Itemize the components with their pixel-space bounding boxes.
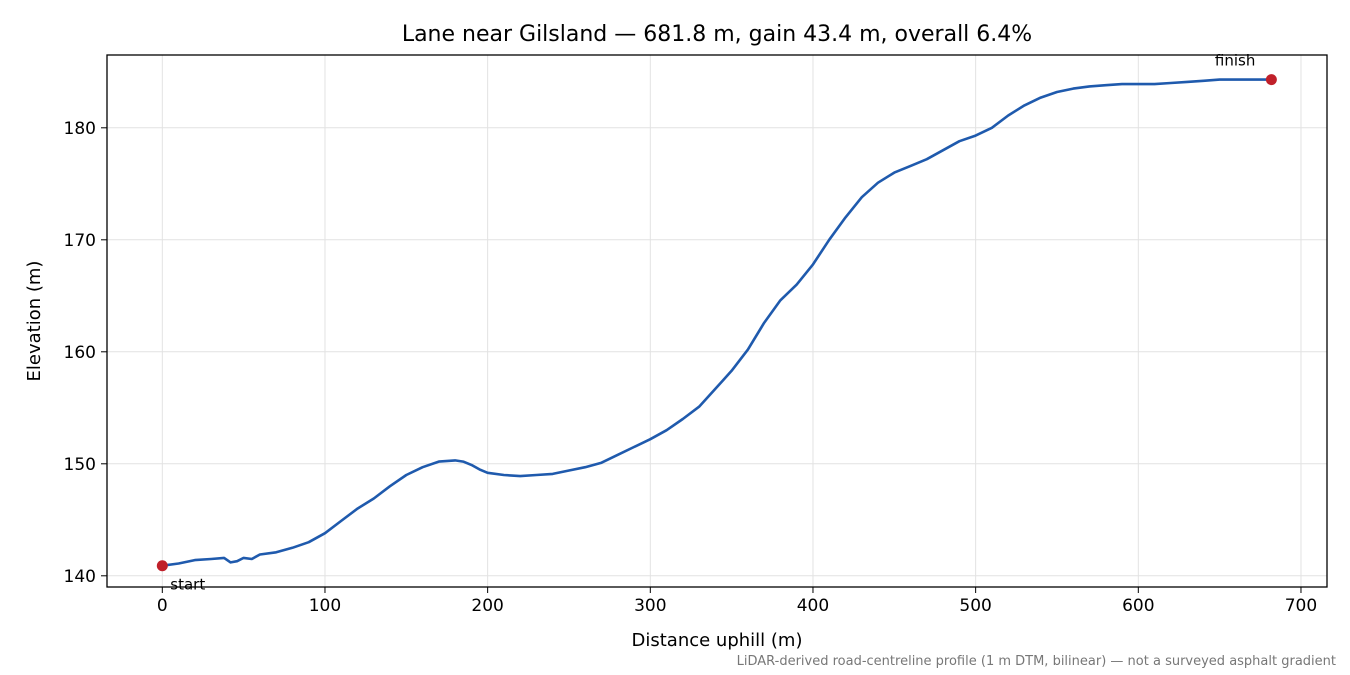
y-tick-label: 160 bbox=[64, 343, 96, 363]
grid-lines bbox=[107, 55, 1327, 587]
annotations-layer: start finish bbox=[156, 52, 1277, 594]
y-tick-label: 170 bbox=[64, 231, 96, 251]
finish-label: finish bbox=[1215, 52, 1255, 70]
x-axis-label: Distance uphill (m) bbox=[632, 630, 803, 651]
y-tick-label: 180 bbox=[64, 119, 96, 139]
x-tick-label: 100 bbox=[309, 596, 341, 616]
start-label: start bbox=[170, 576, 205, 594]
finish-marker bbox=[1265, 74, 1277, 86]
elevation-line bbox=[162, 78, 1272, 567]
x-tick-label: 500 bbox=[959, 596, 991, 616]
y-axis-label: Elevation (m) bbox=[24, 261, 45, 382]
axis-ticks: 0 100 200 300 400 500 600 700 140 150 160 170 180 bbox=[64, 119, 1318, 616]
start-marker bbox=[156, 560, 168, 572]
footnote: LiDAR-derived road-centreline profile (1… bbox=[737, 654, 1336, 669]
x-tick-label: 700 bbox=[1285, 596, 1317, 616]
chart-title: Lane near Gilsland — 681.8 m, gain 43.4 … bbox=[402, 22, 1032, 47]
x-tick-label: 600 bbox=[1122, 596, 1154, 616]
x-tick-label: 300 bbox=[634, 596, 666, 616]
plot-area-frame bbox=[106, 54, 1328, 588]
x-tick-label: 400 bbox=[797, 596, 829, 616]
y-tick-label: 140 bbox=[64, 567, 96, 587]
series-layer bbox=[162, 78, 1272, 567]
y-tick-label: 150 bbox=[64, 455, 96, 475]
x-tick-label: 200 bbox=[471, 596, 503, 616]
x-tick-label: 0 bbox=[157, 596, 168, 616]
